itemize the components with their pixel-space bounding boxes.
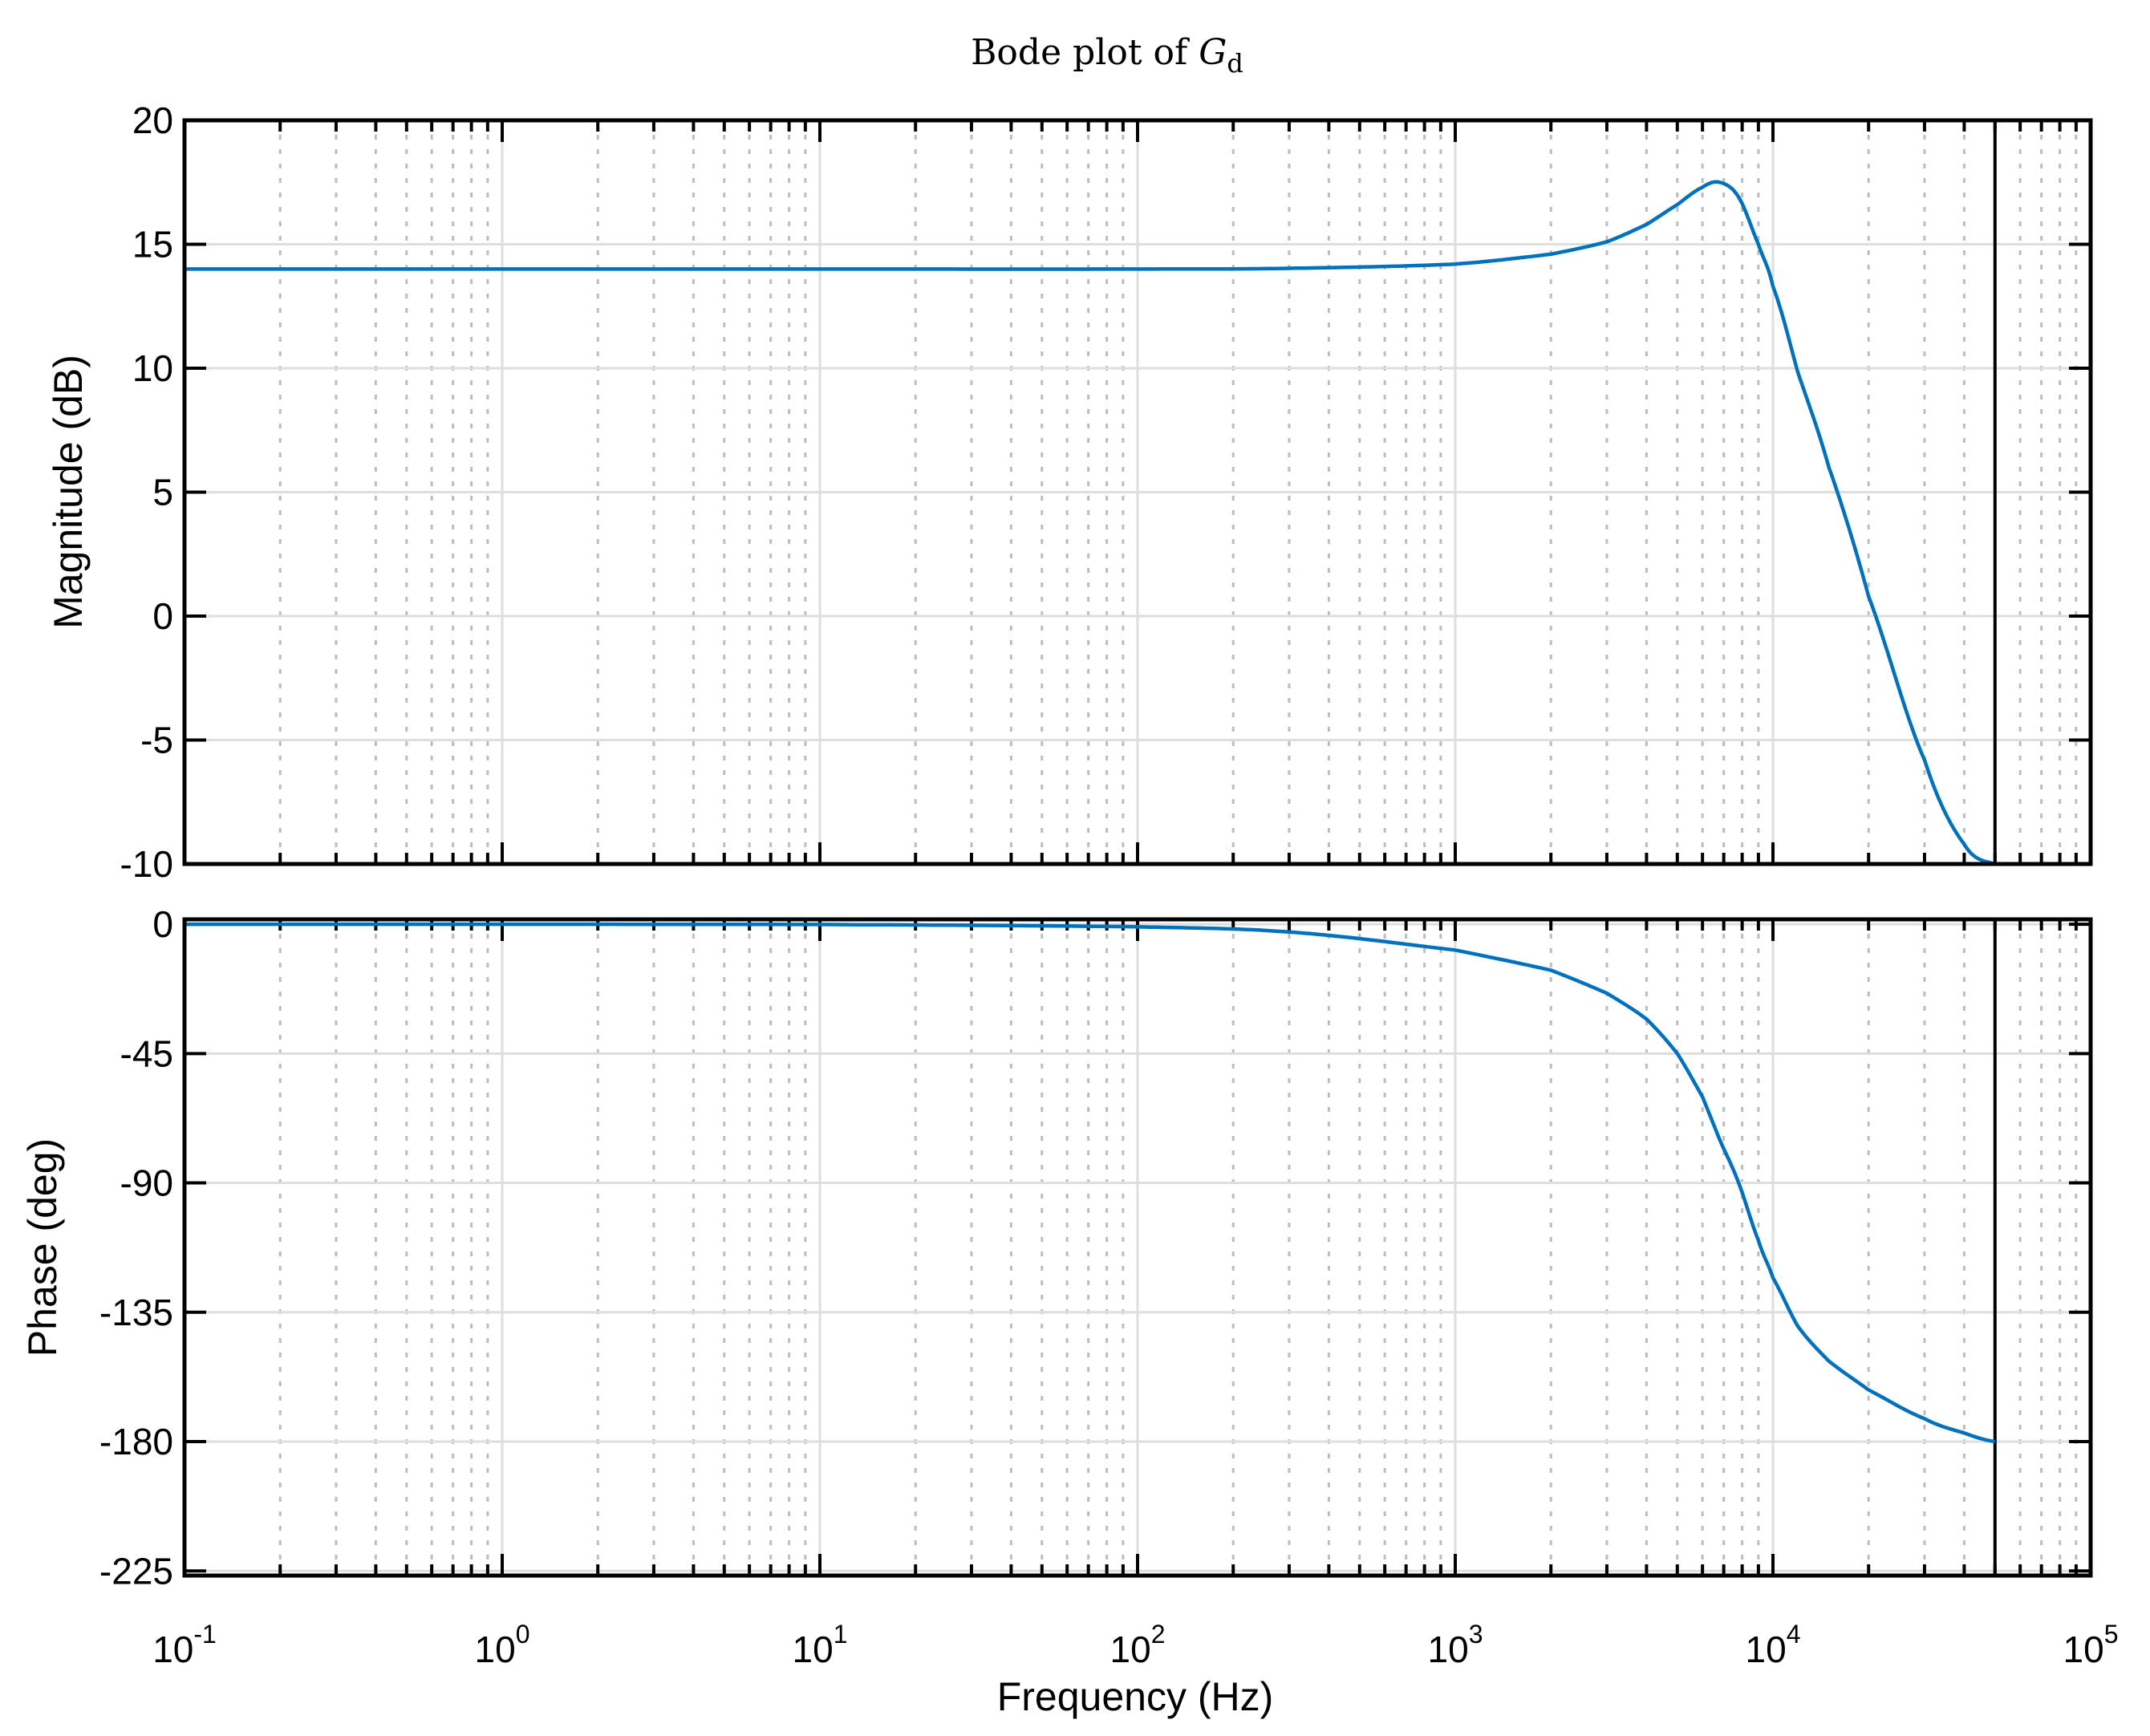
x-tick-label: 102	[1110, 1620, 1166, 1670]
x-axis-label: Frequency (Hz)	[997, 1674, 1274, 1719]
y-tick-label: -90	[120, 1162, 173, 1204]
y-tick-label: -180	[99, 1421, 173, 1462]
x-tick-label: 103	[1428, 1620, 1483, 1670]
x-tick-label: 104	[1746, 1620, 1801, 1670]
y-tick-label: 20	[132, 99, 173, 141]
x-tick-label: 101	[793, 1620, 848, 1670]
y-tick-label: -225	[99, 1550, 173, 1592]
x-tick-label: 10-1	[152, 1620, 217, 1670]
phase-y-axis-label: Phase (deg)	[20, 1138, 65, 1357]
axes-box	[182, 917, 2093, 1578]
magnitude-y-axis-label: Magnitude (dB)	[46, 355, 91, 629]
y-tick-label: 15	[132, 224, 173, 266]
magnitude-curve	[185, 180, 1996, 866]
axes-box	[182, 118, 2093, 866]
y-tick-label: -135	[99, 1292, 173, 1333]
y-tick-label: -10	[120, 843, 173, 885]
phase-axes: 0 -45 -90 -135 -180 -225	[99, 903, 2093, 1592]
y-tick-label: -45	[120, 1032, 173, 1074]
y-tick-label: 0	[152, 595, 173, 637]
chart-title: Bode plot of Gd	[971, 32, 1243, 79]
magnitude-axes: 20 15 10 5 0 -5 -10	[120, 99, 2093, 885]
y-tick-label: -5	[140, 720, 173, 761]
x-tick-labels: 10-1 100 101 102 103 104 105	[152, 1620, 2118, 1670]
y-tick-label: 0	[152, 903, 173, 945]
y-tick-label: 5	[152, 472, 173, 513]
x-tick-label: 105	[2063, 1620, 2119, 1670]
phase-curve	[185, 922, 1996, 1444]
y-tick-label: 10	[132, 347, 173, 389]
x-tick-label: 100	[475, 1620, 530, 1670]
